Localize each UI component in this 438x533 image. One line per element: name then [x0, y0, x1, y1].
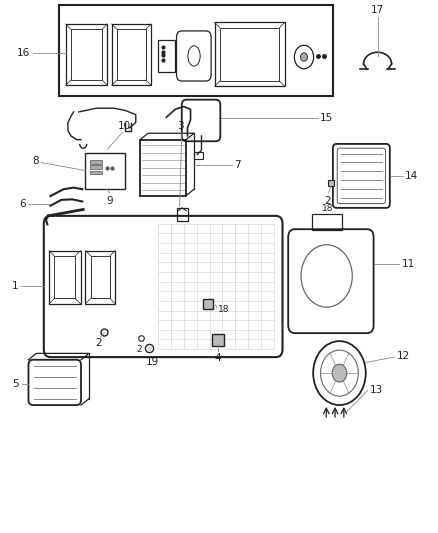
Text: 17: 17	[371, 5, 384, 15]
Bar	[91, 256, 110, 298]
Text: 18: 18	[322, 204, 333, 213]
Text: 19: 19	[146, 357, 159, 367]
Bar	[215, 22, 285, 86]
Text: 11: 11	[402, 259, 415, 269]
Bar	[59, 5, 333, 96]
Bar	[90, 165, 102, 169]
Text: 15: 15	[320, 114, 333, 123]
Text: 8: 8	[32, 157, 39, 166]
Bar	[220, 28, 279, 81]
Bar	[194, 152, 203, 159]
Text: 2: 2	[324, 196, 331, 206]
Text: 12: 12	[396, 351, 410, 360]
Bar	[90, 160, 102, 164]
Text: 3: 3	[177, 121, 184, 131]
Bar	[112, 24, 151, 85]
Text: 10: 10	[118, 120, 131, 131]
Text: 7: 7	[234, 160, 241, 170]
Bar	[117, 29, 146, 80]
Bar	[85, 153, 125, 189]
Bar	[90, 171, 102, 174]
Circle shape	[332, 364, 347, 382]
Bar	[158, 40, 175, 72]
Text: 13: 13	[370, 385, 383, 395]
Bar	[49, 251, 81, 304]
Bar	[54, 256, 75, 298]
Text: 14: 14	[405, 171, 418, 181]
Bar	[71, 29, 102, 80]
Text: 16: 16	[17, 49, 30, 58]
Text: 18: 18	[218, 305, 230, 313]
Bar	[66, 24, 107, 85]
Text: 4: 4	[215, 353, 222, 363]
Bar	[177, 208, 188, 221]
Bar	[85, 251, 115, 304]
Text: 5: 5	[12, 379, 19, 389]
Circle shape	[300, 53, 307, 61]
Text: 2: 2	[95, 338, 102, 349]
Text: 2: 2	[137, 345, 142, 354]
Text: 6: 6	[19, 199, 25, 208]
Text: 1: 1	[12, 281, 18, 291]
Bar	[312, 214, 342, 230]
Text: 9: 9	[106, 196, 113, 206]
Bar	[140, 140, 186, 196]
